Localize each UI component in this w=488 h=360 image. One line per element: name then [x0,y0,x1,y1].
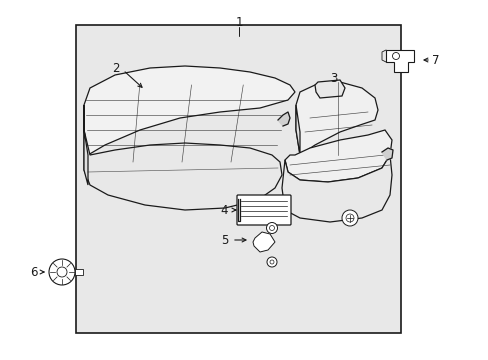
Bar [76,25,400,333]
Text: 4: 4 [220,203,227,216]
Polygon shape [278,112,289,126]
Circle shape [269,260,273,264]
Polygon shape [282,155,391,222]
Circle shape [269,225,274,230]
Bar [75,269,83,275]
Polygon shape [84,66,294,155]
Circle shape [392,53,399,59]
Text: 1: 1 [235,15,242,28]
Text: 6: 6 [30,266,38,279]
Polygon shape [295,82,377,155]
Polygon shape [295,105,299,155]
Circle shape [346,214,353,222]
Polygon shape [285,130,391,182]
Text: 5: 5 [220,234,227,247]
Polygon shape [381,148,392,160]
Circle shape [57,267,67,277]
Polygon shape [84,130,282,210]
Circle shape [266,257,276,267]
Text: 2: 2 [112,62,119,75]
FancyBboxPatch shape [237,195,290,225]
Circle shape [49,259,75,285]
Polygon shape [385,50,413,72]
Text: 7: 7 [431,54,439,67]
Circle shape [266,222,277,234]
Circle shape [341,210,357,226]
Polygon shape [314,80,345,98]
Polygon shape [84,105,88,185]
Text: 3: 3 [329,72,337,85]
Polygon shape [252,232,274,252]
